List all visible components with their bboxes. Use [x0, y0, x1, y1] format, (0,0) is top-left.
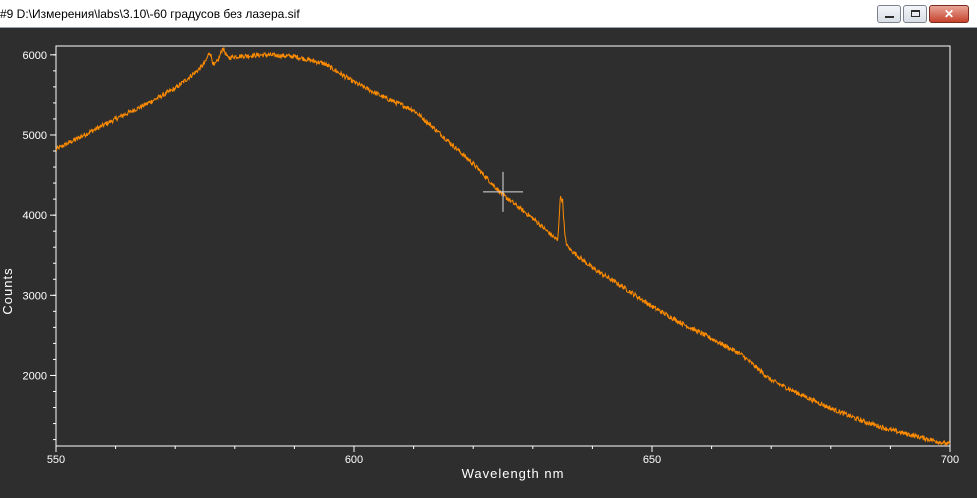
x-tick-label: 600: [345, 454, 363, 466]
y-tick-label: 3000: [23, 290, 47, 302]
series-layer: [55, 47, 951, 447]
window-controls: ✕: [875, 5, 969, 23]
y-tick-label: 6000: [23, 50, 47, 62]
y-axis-label: Counts: [0, 267, 15, 314]
series-line: [55, 47, 951, 447]
maximize-icon: [911, 10, 920, 17]
minimize-icon: [885, 16, 894, 18]
close-icon: ✕: [943, 7, 955, 21]
axes: 550 600 650 700 2000 3000 4000 5000 6000: [23, 45, 959, 466]
maximize-button[interactable]: [903, 5, 927, 23]
window-titlebar: #9 D:\Измерения\labs\3.10\-60 градусов б…: [0, 0, 977, 28]
y-tick-label: 2000: [23, 370, 47, 382]
x-axis-label: Wavelength nm: [462, 466, 565, 481]
minimize-button[interactable]: [877, 5, 901, 23]
window-title: #9 D:\Измерения\labs\3.10\-60 градусов б…: [0, 7, 300, 21]
x-tick-label: 650: [643, 454, 661, 466]
y-tick-label: 4000: [23, 210, 47, 222]
x-tick-label: 700: [941, 454, 959, 466]
spectrum-chart[interactable]: 550 600 650 700 2000 3000 4000 5000 6000 Wavelen…: [0, 28, 977, 498]
plot-frame: [55, 45, 951, 447]
y-tick-label: 5000: [23, 130, 47, 142]
close-button[interactable]: ✕: [929, 5, 969, 23]
x-tick-label: 550: [47, 454, 65, 466]
crosshair-cursor: [483, 171, 523, 212]
